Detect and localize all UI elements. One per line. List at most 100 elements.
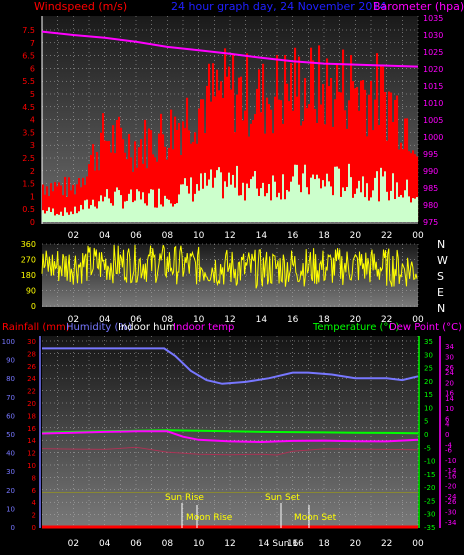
wind-average-bar: [76, 213, 79, 222]
wind-average-bar: [336, 166, 339, 222]
wind-gust-bar: [152, 154, 155, 222]
wind-gust-bar: [46, 186, 49, 222]
compass-n-bottom: N: [437, 302, 445, 315]
dewpoint-tick-label: 0: [445, 431, 449, 439]
wind-gust-bar: [66, 196, 69, 222]
wind-average-bar: [118, 190, 121, 222]
direction-tick-label: 360: [21, 240, 36, 249]
humidity-tick-label: 20: [6, 487, 15, 495]
baro-tick-label: 975: [423, 218, 438, 227]
wind-gust-bar: [78, 178, 81, 222]
wind-average-bar: [324, 186, 327, 222]
wind-average-bar: [102, 201, 105, 222]
x-tick-label: 12: [224, 539, 235, 549]
wind-tick-label: 7.5: [22, 26, 35, 35]
wind-average-bar: [346, 186, 349, 222]
compass-w: W: [437, 254, 448, 267]
wind-gust-bar: [132, 171, 135, 222]
x-tick-label: 06: [130, 539, 142, 549]
wind-gust-bar: [284, 55, 287, 223]
moon-rise-label: Moon Rise: [186, 513, 233, 523]
wind-gust-bar: [396, 95, 399, 222]
wind-gust-bar: [222, 97, 225, 222]
wind-average-bar: [328, 181, 331, 222]
humidity-tick-label: 90: [6, 357, 15, 365]
wind-gust-bar: [118, 116, 121, 222]
compass-s: S: [437, 270, 444, 283]
wind-average-bar: [254, 171, 257, 222]
wind-gust-bar: [62, 195, 65, 222]
wind-average-bar: [116, 187, 119, 222]
wind-average-bar: [266, 193, 269, 222]
dewpoint-tick-label: -4: [445, 441, 453, 449]
wind-average-bar: [352, 197, 355, 222]
wind-gust-bar: [304, 78, 307, 223]
wind-gust-bar: [200, 99, 203, 222]
wind-gust-bar: [154, 157, 157, 222]
wind-average-bar: [356, 188, 359, 222]
wind-gust-bar: [148, 128, 151, 222]
wind-gust-bar: [206, 85, 209, 222]
wind-gust-bar: [338, 91, 341, 222]
wind-average-bar: [386, 191, 389, 222]
wind-average-bar: [354, 193, 357, 222]
wind-gust-bar: [300, 125, 303, 222]
wind-gust-bar: [292, 110, 295, 222]
wind-average-bar: [284, 199, 287, 222]
wind-gust-bar: [92, 144, 95, 222]
dewpoint-tick-label: -24: [445, 493, 457, 501]
wind-gust-bar: [288, 101, 291, 222]
wind-average-bar: [306, 187, 309, 222]
baro-tick-label: 1010: [423, 99, 443, 108]
wind-average-bar: [260, 188, 263, 222]
wind-average-bar: [80, 204, 83, 222]
wind-average-bar: [410, 202, 413, 222]
wind-average-bar: [200, 173, 203, 222]
wind-average-bar: [298, 184, 301, 222]
wind-gust-bar: [216, 69, 219, 222]
x-tick-label: 00: [412, 539, 424, 549]
wind-gust-bar: [80, 187, 83, 222]
wind-gust-bar: [394, 99, 397, 222]
wind-gust-bar: [64, 176, 67, 222]
wind-average-bar: [370, 197, 373, 222]
wind-gust-bar: [98, 170, 101, 222]
wind-gust-bar: [124, 152, 127, 222]
dewpoint-tick-label: -16: [445, 472, 457, 480]
wind-average-bar: [66, 212, 69, 222]
wind-gust-bar: [320, 104, 323, 222]
wind-average-bar: [308, 194, 311, 222]
wind-gust-bar: [392, 122, 395, 222]
wind-average-bar: [150, 189, 153, 222]
wind-gust-bar: [260, 112, 263, 222]
wind-gust-bar: [94, 170, 97, 222]
wind-gust-bar: [404, 118, 407, 222]
temp-tick-label: 10: [424, 404, 433, 412]
wind-average-bar: [98, 201, 101, 222]
wind-average-bar: [414, 198, 417, 222]
sun-set-label: Sun Set: [265, 493, 300, 503]
temp-tick-label: 30: [424, 351, 433, 359]
wind-gust-bar: [268, 104, 271, 222]
wind-average-bar: [132, 202, 135, 222]
humidity-tick-label: 0: [11, 524, 15, 532]
rain-tick-label: 14: [27, 437, 36, 445]
temp-tick-label: -10: [424, 458, 435, 466]
dewpoint-tick-label: -26: [445, 498, 457, 506]
wind-average-bar: [412, 198, 415, 222]
rain-tick-label: 0: [32, 524, 36, 532]
baro-tick-label: 995: [423, 150, 438, 159]
wind-average-bar: [190, 177, 193, 222]
compass-n-top: N: [437, 238, 445, 251]
dewpoint-tick-label: 14: [445, 395, 454, 403]
wind-tick-label: 0: [30, 218, 35, 227]
legend-indoor-hum: Indoor hum: [118, 322, 176, 333]
compass-e: E: [437, 286, 444, 299]
wind-average-bar: [138, 191, 141, 222]
wind-average-bar: [176, 203, 179, 222]
humidity-tick-label: 30: [6, 468, 15, 476]
wind-average-bar: [50, 212, 53, 222]
wind-average-bar: [330, 186, 333, 222]
wind-average-bar: [168, 199, 171, 222]
direction-tick-label: 90: [26, 287, 36, 296]
